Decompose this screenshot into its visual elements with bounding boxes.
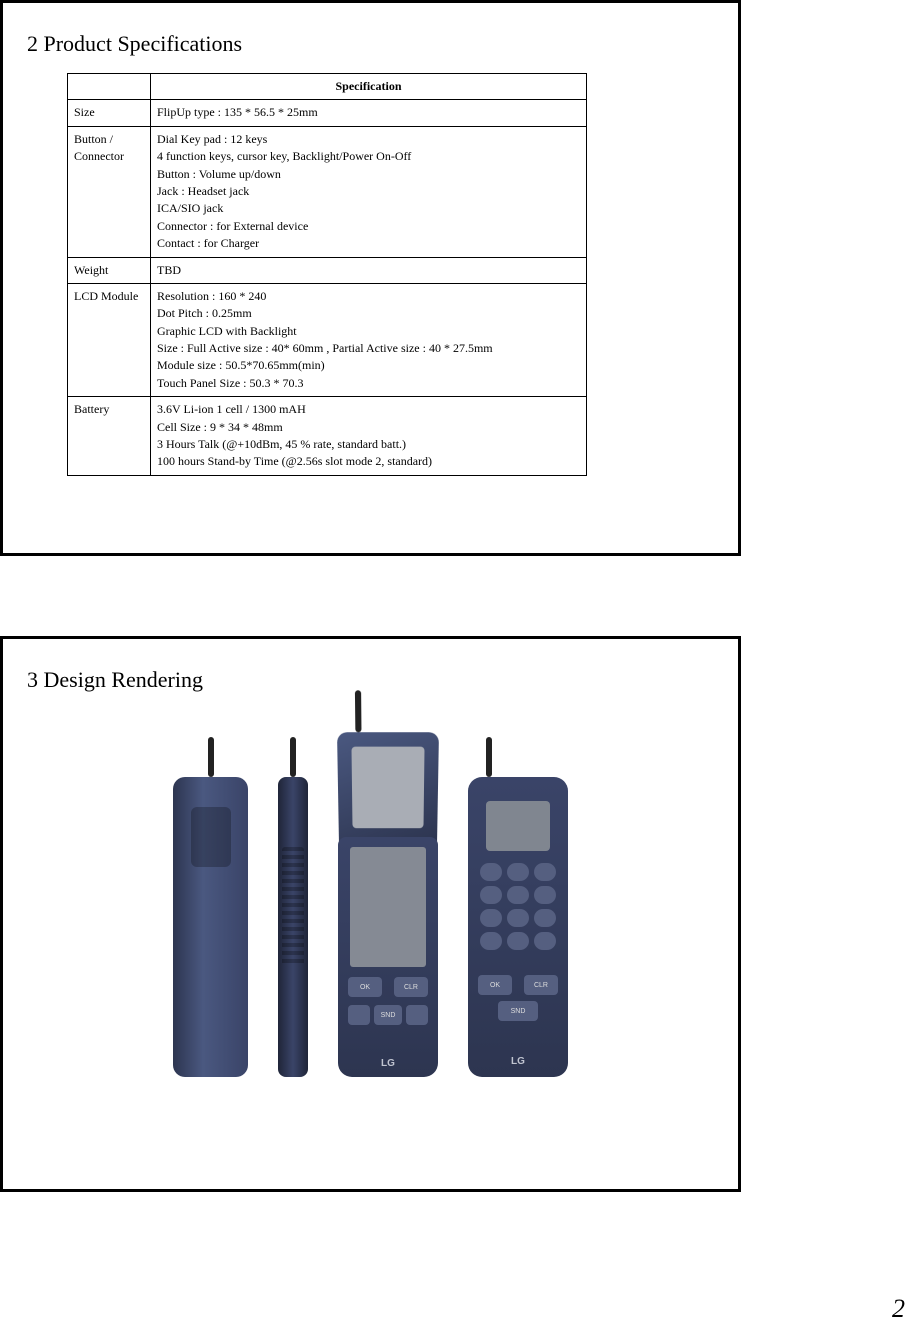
- key-0: [507, 932, 529, 950]
- main-screen: [350, 847, 426, 967]
- slide-specifications: 2 Product Specifications Specification S…: [0, 0, 741, 556]
- batt-line: 3.6V Li-ion 1 cell / 1300 mAH: [157, 401, 580, 418]
- value-weight: TBD: [151, 257, 587, 283]
- button-row-2: SND: [348, 1005, 428, 1025]
- slide-design-rendering: 3 Design Rendering OK: [0, 636, 741, 1192]
- lcd-line: Touch Panel Size : 50.3 * 70.3: [157, 375, 580, 392]
- batt-line: 3 Hours Talk (@+10dBm, 45 % rate, standa…: [157, 436, 580, 453]
- brand-logo: LG: [468, 1056, 568, 1067]
- row-button-connector: Button / Connector Dial Key pad : 12 key…: [68, 126, 587, 257]
- value-button-connector: Dial Key pad : 12 keys 4 function keys, …: [151, 126, 587, 257]
- side-ridges: [282, 847, 304, 967]
- bc-line: Jack : Headset jack: [157, 183, 580, 200]
- spec-table: Specification Size FlipUp type : 135 * 5…: [67, 73, 587, 476]
- key-1: [480, 863, 502, 881]
- bc-line: Dial Key pad : 12 keys: [157, 131, 580, 148]
- label-size: Size: [68, 100, 151, 126]
- button-row-1: OK CLR: [348, 977, 428, 997]
- phone-render-side: [278, 777, 308, 1077]
- section-title-rendering: 3 Design Rendering: [27, 667, 714, 693]
- flip-lid: [337, 732, 439, 841]
- bc-line: ICA/SIO jack: [157, 200, 580, 217]
- lcd-line: Size : Full Active size : 40* 60mm , Par…: [157, 340, 580, 357]
- dial-keypad: [480, 863, 556, 950]
- key-8: [507, 909, 529, 927]
- slide-inner: 3 Design Rendering OK: [3, 639, 738, 1117]
- row-weight: Weight TBD: [68, 257, 587, 283]
- batt-line: Cell Size : 9 * 34 * 48mm: [157, 419, 580, 436]
- page-number: 2: [892, 1294, 905, 1324]
- clr-button: CLR: [394, 977, 428, 997]
- ok-button: OK: [478, 975, 512, 995]
- row-lcd: LCD Module Resolution : 160 * 240 Dot Pi…: [68, 283, 587, 396]
- nav-right-button: [406, 1005, 428, 1025]
- key-hash: [534, 932, 556, 950]
- snd-button: SND: [374, 1005, 402, 1025]
- key-3: [534, 863, 556, 881]
- lcd-line: Module size : 50.5*70.65mm(min): [157, 357, 580, 374]
- section-title-specs: 2 Product Specifications: [27, 31, 714, 57]
- key-7: [480, 909, 502, 927]
- batt-line: 100 hours Stand-by Time (@2.56s slot mod…: [157, 453, 580, 470]
- snd-button: SND: [498, 1001, 538, 1021]
- ok-row: OK CLR: [478, 975, 558, 995]
- key-5: [507, 886, 529, 904]
- key-6: [534, 886, 556, 904]
- slide-inner: 2 Product Specifications Specification S…: [3, 3, 738, 496]
- key-star: [480, 932, 502, 950]
- nav-left-button: [348, 1005, 370, 1025]
- header-blank: [68, 74, 151, 100]
- phone-render-open: OK CLR SND LG: [338, 733, 438, 1077]
- mini-screen: [486, 801, 550, 851]
- value-size: FlipUp type : 135 * 56.5 * 25mm: [151, 100, 587, 126]
- row-battery: Battery 3.6V Li-ion 1 cell / 1300 mAH Ce…: [68, 397, 587, 476]
- page: 2 Product Specifications Specification S…: [0, 0, 921, 1332]
- row-size: Size FlipUp type : 135 * 56.5 * 25mm: [68, 100, 587, 126]
- table-header-row: Specification: [68, 74, 587, 100]
- label-battery: Battery: [68, 397, 151, 476]
- key-2: [507, 863, 529, 881]
- value-lcd: Resolution : 160 * 240 Dot Pitch : 0.25m…: [151, 283, 587, 396]
- bc-line: Connector : for External device: [157, 218, 580, 235]
- rendering-area: OK CLR SND LG: [27, 723, 714, 1097]
- value-battery: 3.6V Li-ion 1 cell / 1300 mAH Cell Size …: [151, 397, 587, 476]
- lcd-line: Dot Pitch : 0.25mm: [157, 305, 580, 322]
- lcd-line: Graphic LCD with Backlight: [157, 323, 580, 340]
- ok-button: OK: [348, 977, 382, 997]
- bc-line: Button : Volume up/down: [157, 166, 580, 183]
- phone-body: OK CLR SND LG: [338, 837, 438, 1077]
- phone-render-back: [173, 777, 248, 1077]
- bc-line: Contact : for Charger: [157, 235, 580, 252]
- phone-render-closed: OK CLR SND LG: [468, 777, 568, 1077]
- antenna-icon: [355, 690, 362, 732]
- header-specification: Specification: [151, 74, 587, 100]
- snd-row: SND: [478, 1001, 558, 1021]
- lcd-line: Resolution : 160 * 240: [157, 288, 580, 305]
- label-weight: Weight: [68, 257, 151, 283]
- clr-button: CLR: [524, 975, 558, 995]
- key-4: [480, 886, 502, 904]
- brand-logo: LG: [338, 1058, 438, 1069]
- label-button-connector: Button / Connector: [68, 126, 151, 257]
- key-9: [534, 909, 556, 927]
- label-lcd: LCD Module: [68, 283, 151, 396]
- bc-line: 4 function keys, cursor key, Backlight/P…: [157, 148, 580, 165]
